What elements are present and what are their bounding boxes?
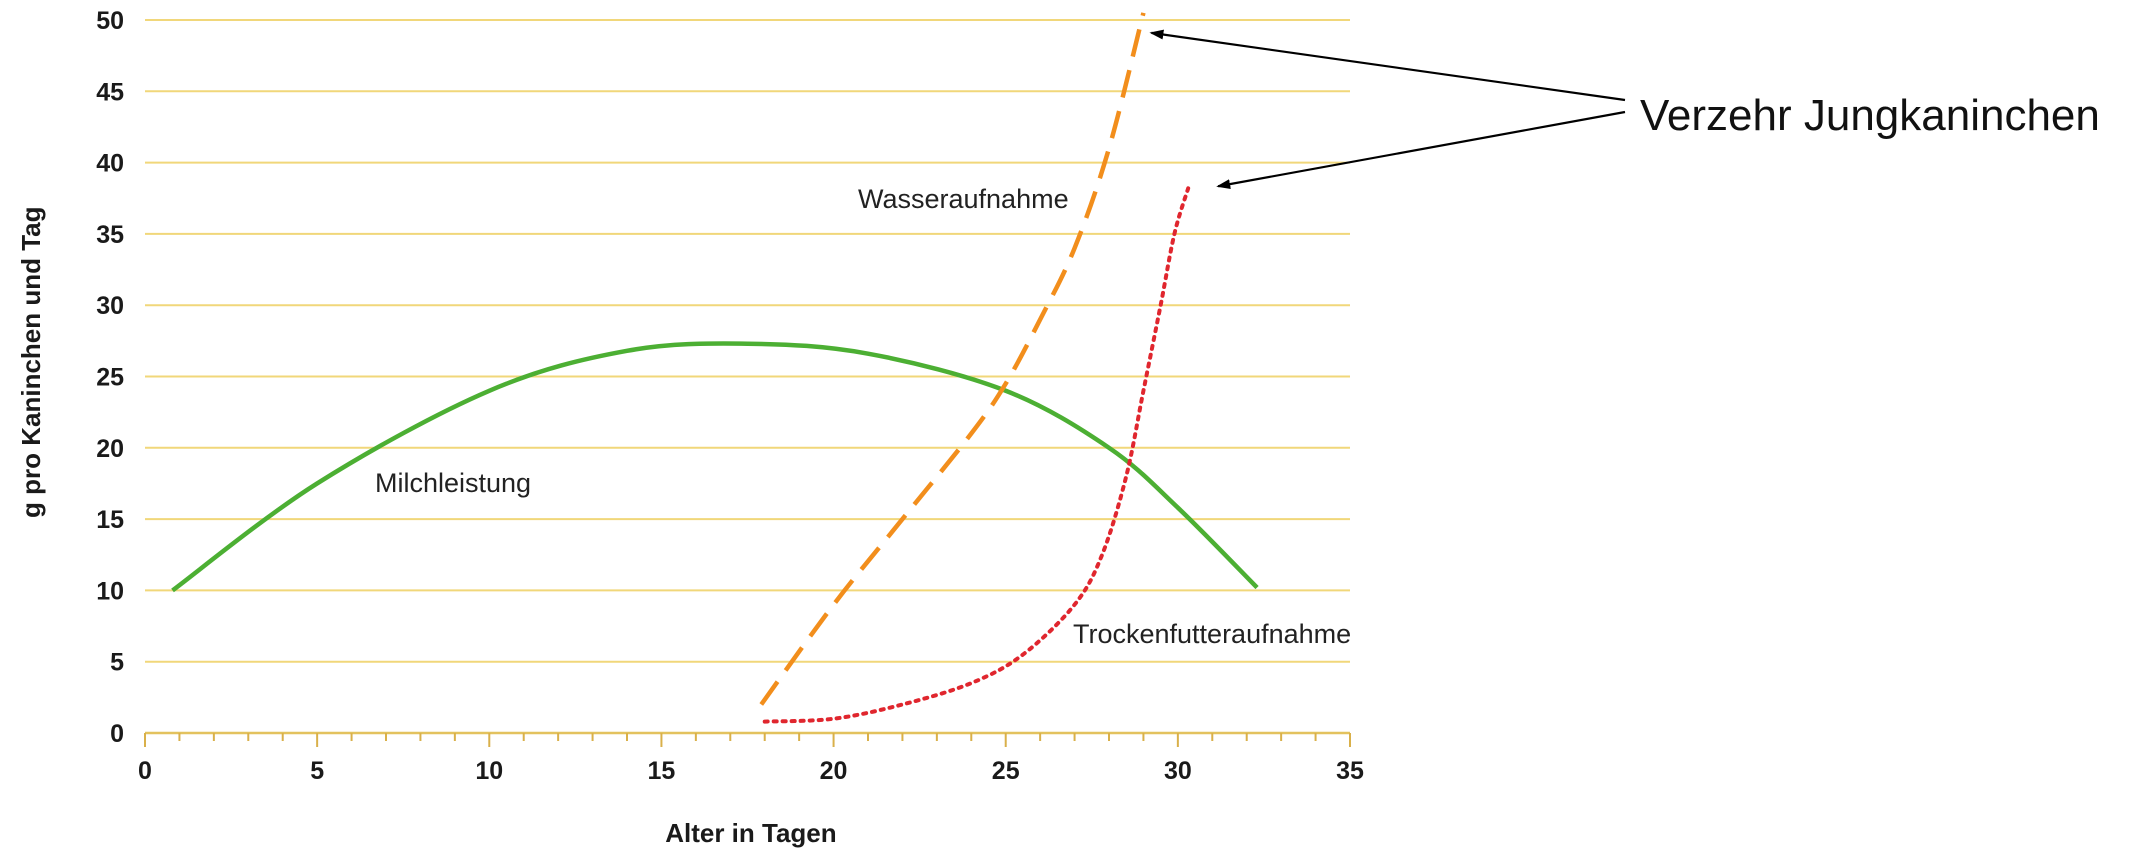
y-tick-label-5: 5 xyxy=(110,649,124,677)
series-line-milchleistung xyxy=(171,341,1259,593)
callout-arrow-2 xyxy=(1216,110,1626,190)
x-tick-label-15: 15 xyxy=(648,757,676,785)
x-tick-label-35: 35 xyxy=(1336,757,1364,785)
y-tick-label-10: 10 xyxy=(96,577,124,605)
y-tick-label-30: 30 xyxy=(96,292,124,320)
y-tick-label-45: 45 xyxy=(96,78,124,106)
y-tick-label-50: 50 xyxy=(96,7,124,35)
x-tick-label-20: 20 xyxy=(820,757,848,785)
x-axis: 0 5 10 15 20 25 30 35 xyxy=(138,731,1364,785)
series-lines xyxy=(171,12,1259,724)
x-tick-label-30: 30 xyxy=(1164,757,1192,785)
horizontal-gridlines: 0 5 10 15 20 25 30 35 40 45 50 xyxy=(96,7,1350,748)
series-label-wasseraufnahme: Wasseraufnahme xyxy=(858,184,1069,214)
callout-label: Verzehr Jungkaninchen xyxy=(1640,91,2100,140)
y-tick-label-35: 35 xyxy=(96,221,124,249)
x-tick-label-0: 0 xyxy=(138,757,152,785)
series-line-wasseraufnahme xyxy=(759,12,1146,706)
y-tick-label-25: 25 xyxy=(96,364,124,392)
callout-arrow-1 xyxy=(1149,29,1626,102)
x-tick-label-5: 5 xyxy=(310,757,324,785)
x-axis-title: Alter in Tagen xyxy=(665,818,836,848)
series-label-milchleistung: Milchleistung xyxy=(375,468,531,498)
x-tick-label-10: 10 xyxy=(475,757,503,785)
series-line-trockenfutteraufnahme xyxy=(762,186,1191,724)
y-axis-title: g pro Kaninchen und Tag xyxy=(16,206,46,518)
callout: Verzehr Jungkaninchen xyxy=(1149,29,2100,190)
y-tick-label-20: 20 xyxy=(96,435,124,463)
axis-titles: Alter in Tagen g pro Kaninchen und Tag xyxy=(16,206,837,848)
series-label-trockenfutteraufnahme: Trockenfutteraufnahme xyxy=(1073,619,1351,649)
x-tick-label-25: 25 xyxy=(992,757,1020,785)
series-labels: Milchleistung Wasseraufnahme Trockenfutt… xyxy=(375,184,1351,649)
y-tick-label-0: 0 xyxy=(110,720,124,748)
y-tick-label-40: 40 xyxy=(96,150,124,178)
y-tick-label-15: 15 xyxy=(96,506,124,534)
